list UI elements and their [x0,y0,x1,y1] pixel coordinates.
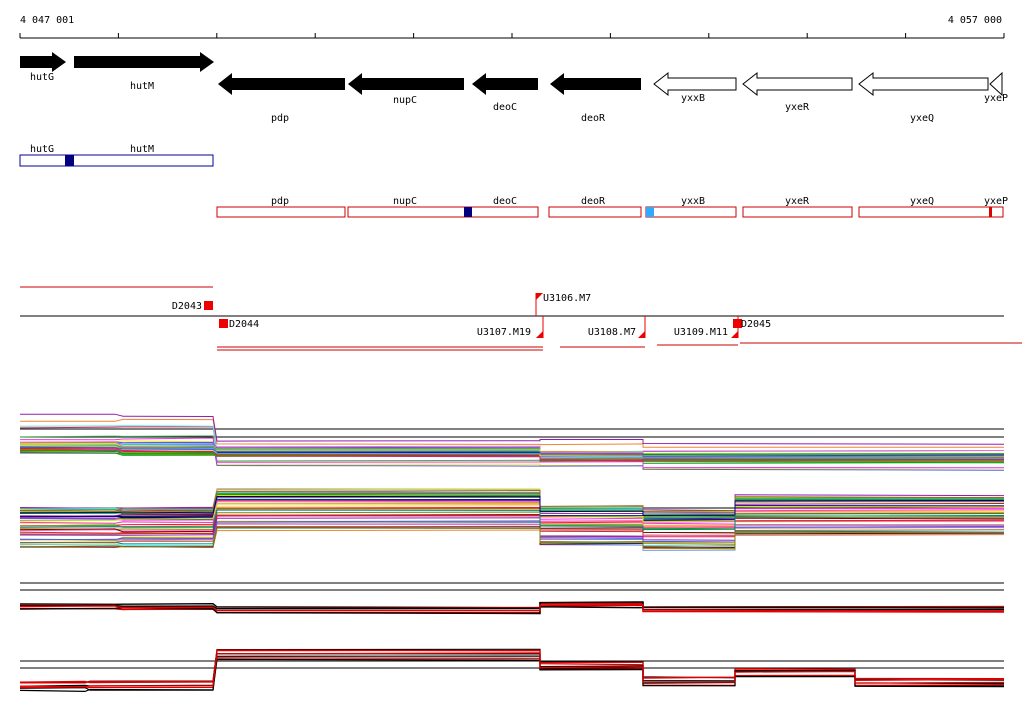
operon-track-forward: hutG hutM [19,144,214,167]
feature-D2044[interactable]: D2044 [219,319,259,330]
profile-trace [19,441,1005,471]
svg-text:pdp: pdp [271,113,289,124]
coordinate-ruler: 4 047 001 4 057 000 [19,15,1005,39]
profile-trace [20,446,1005,459]
profile-lines [19,488,1005,551]
svg-text:nupC: nupC [393,196,417,207]
operon-box-yxxB[interactable] [645,206,737,218]
feature-D2045[interactable]: D2045 [733,319,771,330]
svg-text:U3106.M7: U3106.M7 [543,293,591,304]
profile-trace [19,446,1005,457]
feature-D2043[interactable]: D2043 [172,301,213,312]
svg-text:deoC: deoC [493,196,517,207]
profile-trace [19,649,1005,684]
expression-panel-multi-2 [19,488,1005,551]
profile-trace [19,495,1005,517]
profile-trace [19,447,1005,462]
profile-lines [19,413,1005,471]
profile-trace [19,652,1005,688]
operon-box-yxeR[interactable] [742,206,853,218]
svg-text:deoR: deoR [581,196,606,207]
gene-track: hutG hutM pdp nupC deoC deoR yxxB yxeR [20,52,1008,124]
svg-text:D2043: D2043 [172,301,202,312]
svg-text:U3107.M19: U3107.M19 [477,327,531,338]
profile-lines [19,601,1005,615]
ruler-ticks [19,33,1005,38]
expression-panel-summary-1 [19,582,1005,615]
profile-lines [19,648,1005,693]
svg-text:hutM: hutM [130,81,154,92]
expression-panel-multi-1 [19,413,1005,471]
operon-box-nupC-deoC[interactable] [347,206,539,218]
svg-text:yxxB: yxxB [681,196,705,207]
operon-marker-red [989,207,992,217]
gene-deoC[interactable]: deoC [472,73,538,113]
svg-text:deoC: deoC [493,102,517,113]
gene-nupC[interactable]: nupC [348,73,464,106]
svg-text:hutM: hutM [130,144,154,155]
feature-U3109.M11[interactable]: U3109.M11 [674,316,739,338]
svg-text:pdp: pdp [271,196,289,207]
gene-yxeQ[interactable]: yxeQ [858,71,989,124]
operon-box-yxeQ-yxeP[interactable] [858,206,1004,218]
gene-hutM[interactable]: hutM [74,52,214,92]
gene-deoR[interactable]: deoR [550,73,641,124]
feature-U3106.M7[interactable]: U3106.M7 [535,293,591,316]
svg-text:deoR: deoR [581,113,606,124]
gene-yxxB[interactable]: yxxB [653,71,737,104]
profile-trace [19,509,1005,531]
operon-marker-light-blue [646,207,654,217]
svg-text:yxeQ: yxeQ [910,113,934,124]
svg-text:nupC: nupC [393,95,417,106]
svg-text:hutG: hutG [30,144,54,155]
gene-yxeR[interactable]: yxeR [742,71,853,113]
profile-trace [19,437,1005,469]
svg-text:yxeR: yxeR [785,102,810,113]
profile-trace [19,441,1005,454]
feature-U3108.M7[interactable]: U3108.M7 [588,316,646,338]
ruler-start-label: 4 047 001 [20,15,74,26]
svg-text:U3109.M11: U3109.M11 [674,327,728,338]
profile-trace [19,658,1005,693]
feature-U3107.M19[interactable]: U3107.M19 [477,316,544,338]
svg-text:U3108.M7: U3108.M7 [588,327,636,338]
operon-marker-dark-blue [464,207,472,217]
feature-track: D2043 D2044 U3106.M7 U3107.M19 U3108.M7 … [20,286,1022,351]
profile-trace [20,418,1005,448]
profile-trace [19,527,1005,550]
operon-track-reverse: pdp nupC deoC deoR yxxB yxeR yxeQ yxeP [216,196,1008,218]
svg-text:yxeR: yxeR [785,196,810,207]
operon-marker-dark-blue [65,155,74,166]
expression-panel-summary-2 [19,648,1005,693]
gene-pdp[interactable]: pdp [218,73,345,124]
svg-text:hutG: hutG [30,72,54,83]
operon-box-deoR[interactable] [548,206,642,218]
profile-trace [19,603,1005,612]
svg-text:yxeP: yxeP [984,196,1008,207]
svg-text:yxxB: yxxB [681,93,705,104]
operon-box-pdp[interactable] [216,206,346,218]
svg-text:D2044: D2044 [229,319,259,330]
ruler-end-label: 4 057 000 [948,15,1002,26]
gene-yxeP[interactable]: yxeP [984,71,1008,104]
svg-text:D2045: D2045 [741,319,771,330]
profile-trace [19,413,1005,445]
svg-text:yxeQ: yxeQ [910,196,934,207]
operon-box-hutG-hutM[interactable] [19,154,214,167]
profile-trace [20,649,1005,684]
gene-hutG[interactable]: hutG [20,52,66,83]
svg-text:yxeP: yxeP [984,93,1008,104]
